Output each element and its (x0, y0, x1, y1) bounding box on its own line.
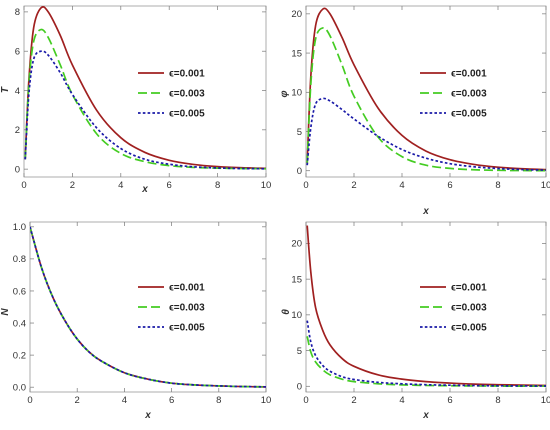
x-tick-label: 8 (495, 395, 500, 406)
x-tick-label: 6 (167, 180, 172, 191)
plot-frame (305, 5, 547, 178)
x-axis-label: x (141, 184, 148, 195)
series-line-2 (30, 226, 266, 388)
y-tick-label: 0.2 (13, 350, 26, 361)
y-tick-label: 10 (291, 310, 302, 321)
y-tick-label: 0.0 (13, 382, 26, 393)
y-tick-label: 0 (297, 166, 302, 177)
y-axis-label: N (0, 308, 11, 316)
panel-3: 0 2 4 6 8 100.00.20.40.60.81.0xNϵ=0.001ϵ=0.00… (0, 221, 272, 421)
y-tick-label: 0 (15, 164, 20, 175)
x-axis-label: x (422, 410, 429, 421)
legend: ϵ=0.001 ϵ=0.003 ϵ=0.005 (420, 283, 487, 334)
y-axis-label: φ (279, 90, 290, 97)
x-tick-label: 2 (351, 180, 356, 191)
x-tick-label: 6 (447, 395, 452, 406)
legend-label: ϵ=0.005 (451, 323, 487, 334)
y-axis-label: θ (281, 309, 292, 315)
series-line-1 (306, 225, 546, 387)
x-tick-label: 0 (27, 395, 32, 406)
legend-label: ϵ=0.005 (169, 323, 205, 334)
x-tick-label: 0 (303, 395, 308, 406)
y-tick-label: 20 (291, 239, 302, 250)
y-tick-label: 4 (15, 86, 20, 97)
x-tick-label: 0 (303, 180, 308, 191)
y-tick-label: 5 (297, 346, 302, 357)
x-tick-label: 8 (216, 395, 221, 406)
series-line-2 (306, 27, 546, 172)
x-tick-label: 10 (261, 180, 272, 191)
panel-4: 0 2 4 6 8 10 0 5 10 15 20 x θ ϵ=0.001 ϵ=0.003 ϵ=0.005 (281, 221, 550, 421)
legend-label: ϵ=0.005 (451, 109, 487, 120)
series-line-3 (24, 50, 266, 170)
x-tick-label: 8 (495, 180, 500, 191)
x-tick-label: 2 (75, 395, 80, 406)
legend-label: ϵ=0.003 (451, 89, 487, 100)
legend: ϵ=0.001 ϵ=0.003 ϵ=0.005 (138, 283, 205, 334)
legend-label: ϵ=0.003 (169, 89, 205, 100)
series-line-1 (24, 6, 266, 170)
series-line-2 (24, 28, 266, 170)
y-tick-label: 8 (15, 7, 20, 18)
legend-label: ϵ=0.003 (451, 303, 487, 314)
legend-label: ϵ=0.001 (451, 69, 487, 80)
plot-frame (29, 221, 267, 393)
panel-2: 0 2 4 6 8 10 0 5 10 15 20 x φ ϵ=0.001 ϵ=0.003 ϵ=0.005 (279, 5, 550, 217)
x-tick-label: 6 (447, 180, 452, 191)
y-tick-label: 15 (291, 48, 302, 59)
y-tick-label: 6 (15, 47, 20, 58)
x-axis-label: x (422, 206, 429, 217)
x-tick-label: 10 (261, 395, 272, 406)
x-tick-label: 2 (351, 395, 356, 406)
plot-frame (305, 221, 547, 393)
series-line-3 (30, 226, 266, 388)
legend-label: ϵ=0.003 (169, 303, 205, 314)
legend: ϵ=0.001 ϵ=0.003 ϵ=0.005 (420, 69, 487, 120)
x-tick-label: 4 (399, 395, 404, 406)
y-tick-label: 1.0 (13, 222, 26, 233)
y-tick-label: 0.4 (13, 318, 26, 329)
y-axis-label: T (0, 86, 11, 93)
x-tick-label: 6 (169, 395, 174, 406)
legend: ϵ=0.001 ϵ=0.003 ϵ=0.005 (138, 69, 205, 120)
y-tick-label: 0.6 (13, 286, 26, 297)
y-tick-label: 0 (297, 382, 302, 393)
x-tick-label: 10 (541, 395, 550, 406)
series-line-3 (306, 320, 546, 387)
y-tick-label: 10 (291, 88, 302, 99)
y-tick-label: 2 (15, 125, 20, 136)
x-axis-label: x (144, 410, 151, 421)
legend-label: ϵ=0.001 (169, 283, 205, 294)
y-tick-label: 0.8 (13, 254, 26, 265)
x-tick-label: 10 (541, 180, 550, 191)
y-tick-label: 15 (291, 274, 302, 285)
series-line-1 (30, 226, 266, 388)
panel-1: 0 2 4 6 8 10 0 2 4 6 8 x Tϵ=0.001 ϵ=0.003 ϵ=0.005 (0, 5, 272, 195)
series-line-1 (306, 7, 546, 171)
series-line-2 (306, 336, 546, 387)
x-tick-label: 4 (118, 180, 123, 191)
y-tick-label: 20 (291, 9, 302, 20)
legend-label: ϵ=0.001 (451, 283, 487, 294)
x-tick-label: 0 (21, 180, 26, 191)
x-tick-label: 4 (122, 395, 127, 406)
legend-label: ϵ=0.005 (169, 109, 205, 120)
x-tick-label: 2 (70, 180, 75, 191)
x-tick-label: 4 (399, 180, 404, 191)
x-tick-label: 8 (215, 180, 220, 191)
legend-label: ϵ=0.001 (169, 69, 205, 80)
series-line-3 (306, 97, 546, 171)
y-tick-label: 5 (297, 127, 302, 138)
plot-frame (23, 5, 267, 178)
